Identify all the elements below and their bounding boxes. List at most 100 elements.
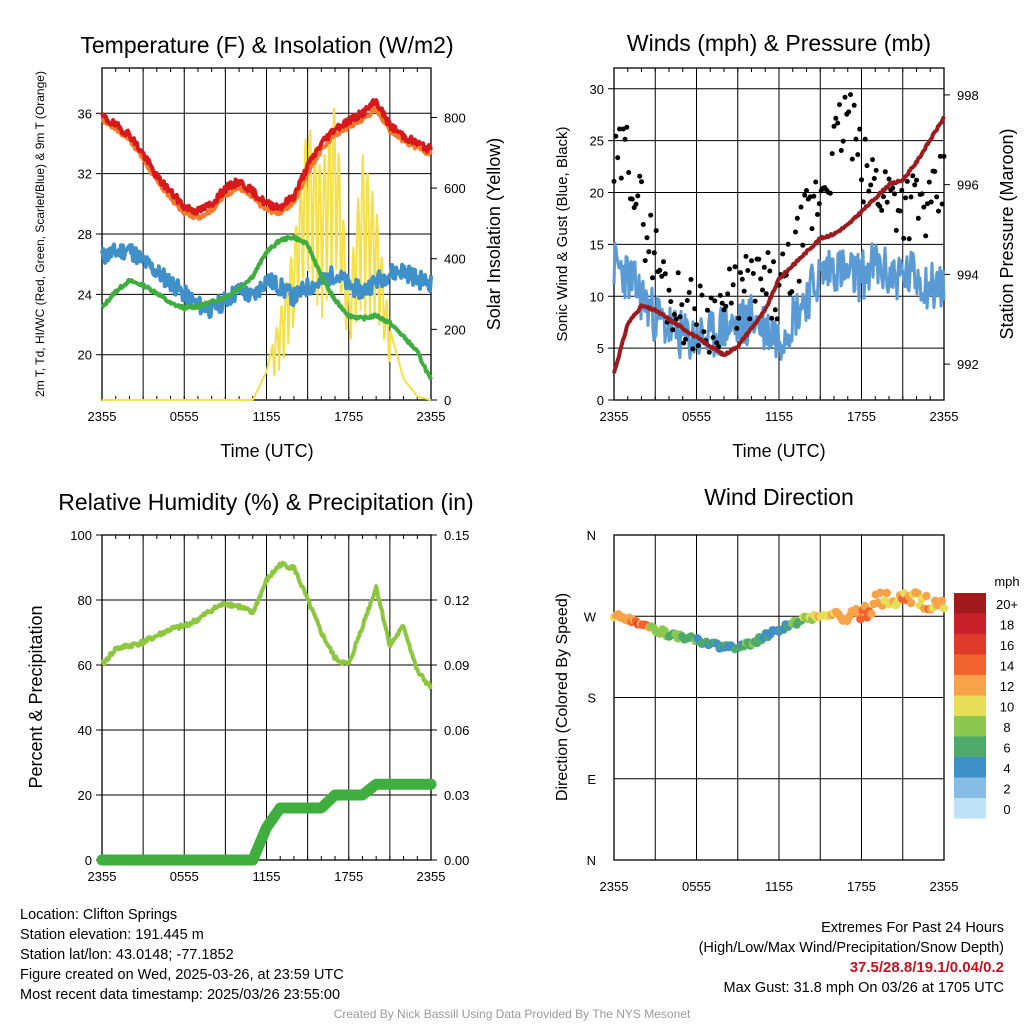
station-info: Location: Clifton Springs Station elevat…: [20, 905, 344, 1005]
gust-point: [908, 194, 914, 200]
gust-point: [750, 271, 756, 276]
direction-point: [939, 604, 949, 613]
y-tick-label: 5: [597, 341, 604, 356]
gust-point: [613, 133, 619, 139]
gust-point: [749, 258, 754, 264]
gust-point: [886, 176, 892, 182]
gust-point: [712, 298, 718, 304]
gust-point: [939, 201, 945, 207]
gust-point: [934, 194, 940, 200]
direction-point: [856, 615, 865, 624]
x-tick-label: 0555: [170, 869, 199, 884]
gust-point: [780, 251, 786, 257]
plot-border: [613, 534, 945, 861]
y-tick-label: 0: [597, 393, 604, 408]
gust-point: [881, 194, 886, 200]
recent-text: Most recent data timestamp: 2025/03/26 2…: [20, 987, 341, 1003]
y-tick-label: 80: [78, 593, 92, 608]
gust-point: [772, 307, 778, 313]
colorbar-title: mph: [994, 574, 1019, 589]
gust-point: [717, 292, 723, 298]
y-right-tick-label: 992: [957, 357, 979, 372]
gust-point: [877, 203, 883, 209]
gust-point: [866, 188, 872, 194]
colorbar-swatch: [954, 613, 986, 634]
y-axis-label: Direction (Colored By Speed): [554, 593, 571, 801]
y-tick-label: 15: [590, 237, 604, 252]
gust-point: [736, 315, 742, 321]
y-right-tick-label: 996: [957, 178, 979, 193]
y-tick-label: 40: [78, 723, 92, 738]
elevation-text: Station elevation: 191.445 m: [20, 927, 204, 943]
created-text: Figure created on Wed, 2025-03-26, at 23…: [20, 967, 344, 983]
gust-point: [692, 306, 698, 312]
gust-point: [739, 276, 745, 282]
gust-point: [697, 283, 703, 289]
gust-point: [833, 115, 839, 121]
colorbar-swatch: [954, 736, 986, 757]
gust-point: [873, 167, 879, 173]
gust-point: [892, 191, 897, 197]
chart-title: Relative Humidity (%) & Precipitation (i…: [58, 489, 473, 515]
chart-panel-4: N E S W N 2355 0555 1155 1755 2355 Wind Direction D…: [554, 484, 958, 894]
gust-point: [727, 266, 732, 272]
gust-point: [705, 307, 710, 313]
gust-point: [672, 312, 677, 317]
gust-point: [829, 151, 835, 157]
y-axis-label: Sonic Wind & Gust (Blue, Black): [554, 126, 571, 341]
x-tick-label: 1155: [253, 409, 281, 424]
chart-panel-2: 2355 0555 1155 1755 235505101520253099299499…: [554, 30, 1017, 461]
colorbar-label: 10: [1000, 700, 1014, 715]
gust-point: [624, 124, 630, 130]
y-right-tick-label: 0.12: [444, 593, 469, 608]
series-line-2m-t: [100, 98, 433, 216]
gust-point: [882, 169, 888, 175]
y-tick-label: 60: [78, 658, 92, 673]
gust-point: [646, 249, 652, 255]
gust-point: [725, 291, 731, 297]
colorbar-swatch: [954, 798, 986, 819]
x-tick-label: 2355: [600, 409, 629, 424]
direction-point: [937, 596, 946, 605]
x-tick-label: 1755: [334, 409, 363, 424]
gust-point: [611, 178, 617, 184]
gust-point: [714, 340, 720, 346]
gust-point: [897, 208, 903, 214]
gust-point: [879, 207, 885, 213]
gust-point: [622, 136, 628, 142]
gust-point: [848, 92, 853, 98]
extremes-title: Extremes For Past 24 Hours: [821, 920, 1004, 936]
y-right-tick-label: 0.06: [444, 723, 469, 738]
gust-point: [761, 264, 767, 270]
series-line-solar-insolation: [102, 107, 432, 401]
gust-point: [921, 204, 927, 210]
y-right-tick-label: 994: [957, 267, 979, 282]
gust-point: [767, 268, 773, 274]
gust-point: [835, 120, 841, 126]
gust-point: [774, 316, 780, 322]
gust-point: [912, 182, 918, 188]
gust-point: [919, 191, 925, 197]
y-tick-label: N: [587, 853, 596, 868]
gust-point: [644, 235, 650, 241]
gust-point: [904, 178, 910, 184]
gust-point: [860, 199, 866, 205]
y-tick-label: 36: [78, 106, 92, 121]
gust-point: [708, 295, 714, 301]
y-right-tick-label: 0.15: [444, 528, 469, 543]
gust-point: [648, 212, 654, 218]
gust-point: [842, 94, 848, 100]
gust-point: [734, 325, 740, 331]
x-tick-label: 1755: [847, 879, 876, 894]
gust-point: [926, 179, 932, 185]
gust-point: [642, 258, 648, 264]
extremes-values: 37.5/28.8/19.1/0.04/0.2: [849, 959, 1004, 976]
gust-point: [893, 227, 899, 233]
gust-point: [923, 233, 929, 239]
y-right-tick-label: 998: [957, 88, 979, 103]
gust-point: [675, 270, 681, 276]
gust-point: [928, 199, 934, 205]
gust-point: [723, 303, 729, 309]
colorbar-swatch: [954, 757, 986, 778]
